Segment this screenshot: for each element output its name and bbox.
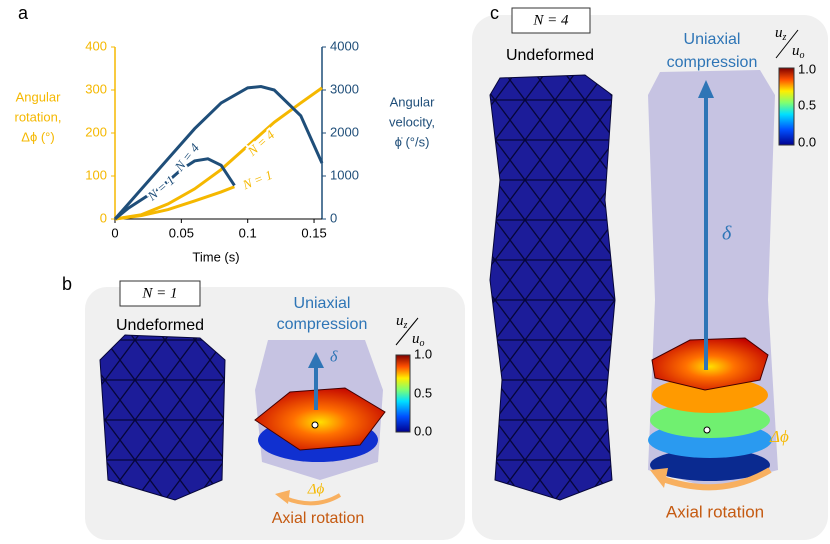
y-tick-label: 100 — [85, 167, 107, 182]
colorbar-label: uz — [775, 25, 787, 43]
panel-label: c — [490, 3, 499, 23]
rotation-arrow — [658, 467, 772, 491]
series-label: N = 4 — [244, 127, 278, 160]
colorbar-tick: 0.5 — [798, 97, 816, 112]
y2-axis-label: Angular velocity, ϕ̇ (°/s) — [389, 94, 435, 149]
undeformed-label: Undeformed — [116, 317, 204, 334]
series-line — [113, 85, 324, 220]
x-tick-label: 0.1 — [239, 225, 257, 240]
y2-axis-label-line: ϕ̇ (°/s) — [395, 134, 430, 149]
colorbar-label: uo — [412, 331, 425, 349]
compression-label: compression — [277, 316, 368, 333]
y-axis-label: Angular rotation, Δϕ (°) — [15, 89, 62, 144]
undeformed-prism — [489, 74, 616, 501]
panel-label: b — [62, 274, 72, 294]
compressed-disc — [254, 387, 386, 451]
n-box — [119, 280, 201, 307]
series-label: N = 1 — [240, 167, 275, 193]
rotation-label: Axial rotation — [272, 510, 365, 527]
n-label: N = 4 — [532, 12, 569, 28]
y-axis-label-line: rotation, — [15, 109, 62, 124]
delta-label: δ — [722, 223, 732, 245]
dphi-label: Δϕ — [769, 427, 789, 446]
colorbar — [395, 354, 411, 433]
x-tick-label: 0 — [111, 225, 118, 240]
y2-tick-label: 2000 — [330, 124, 359, 139]
y2-tick-label: 4000 — [330, 38, 359, 53]
panel-c: c N = 4 Undeformed Uniaxial compression … — [472, 3, 828, 540]
x-axis-label: Time (s) — [192, 249, 239, 264]
n-label: N = 1 — [141, 285, 177, 301]
panel-label: a — [18, 3, 29, 23]
delta-label: δ — [330, 349, 338, 366]
compressed-disc — [651, 337, 769, 391]
layer — [652, 377, 768, 413]
colorbar-tick: 1.0 — [414, 346, 432, 361]
series-line — [114, 185, 235, 221]
colorbar — [778, 67, 795, 146]
y2-tick-label: 0 — [330, 210, 337, 225]
y2-axis-label-line: Angular — [390, 94, 435, 109]
colorbar-label: uz — [396, 313, 408, 331]
y-tick-label: 200 — [85, 124, 107, 139]
series-line — [114, 157, 236, 221]
colorbar-tick: 0.5 — [414, 385, 432, 400]
y2-tick-label: 3000 — [330, 81, 359, 96]
y-tick-label: 0 — [100, 210, 107, 225]
colorbar-label: uo — [792, 43, 805, 61]
compression-label: Uniaxial — [684, 31, 741, 48]
layer — [650, 402, 770, 438]
n-box — [511, 7, 591, 34]
series-line — [114, 86, 323, 221]
rotation-label: Axial rotation — [666, 502, 764, 521]
compression-label: compression — [667, 54, 758, 71]
undeformed-prism — [99, 334, 226, 501]
x-tick-label: 0.15 — [301, 225, 326, 240]
y2-axis-label-line: velocity, — [389, 114, 435, 129]
x-tick-label: 0.05 — [169, 225, 194, 240]
colorbar-tick: 0.0 — [798, 134, 816, 149]
y2-tick-label: 1000 — [330, 167, 359, 182]
y-tick-label: 300 — [85, 81, 107, 96]
rotation-arrow — [284, 493, 342, 506]
undeformed-label: Undeformed — [506, 47, 594, 64]
dphi-label: Δϕ — [307, 481, 325, 497]
series-label: N = 4 — [171, 140, 202, 174]
y-tick-label: 400 — [85, 38, 107, 53]
y-axis-label-line: Δϕ (°) — [21, 129, 54, 144]
y-axis-label-line: Angular — [16, 89, 61, 104]
colorbar-tick: 1.0 — [798, 61, 816, 76]
chart-a: a Time (s) Angular rotation, Δϕ (°) Angu… — [15, 3, 436, 265]
panel-b: b N = 1 Undeformed Uniaxial compression … — [62, 274, 465, 540]
colorbar-tick: 0.0 — [414, 423, 432, 438]
compression-label: Uniaxial — [294, 295, 351, 312]
